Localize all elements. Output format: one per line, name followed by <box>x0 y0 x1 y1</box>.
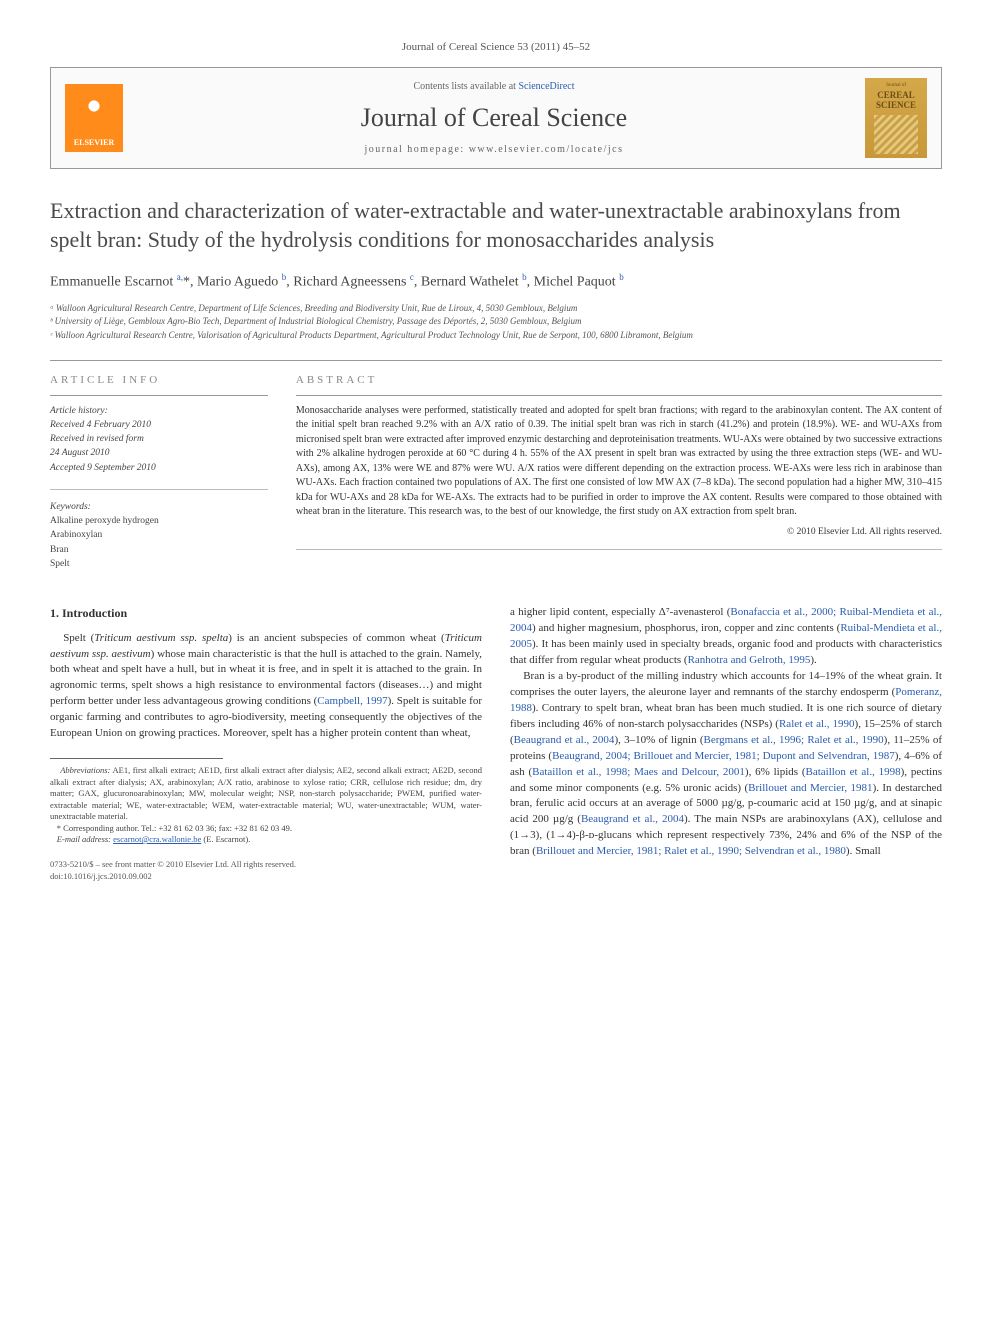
cover-image-icon <box>874 115 918 154</box>
abbrev-label: Abbreviations: <box>60 765 110 775</box>
journal-reference: Journal of Cereal Science 53 (2011) 45–5… <box>50 40 942 55</box>
body-text: ) is an ancient subspecies of common whe… <box>228 632 444 644</box>
citation-link[interactable]: Brillouet and Mercier, 1981 <box>748 782 872 794</box>
homepage-url[interactable]: www.elsevier.com/locate/jcs <box>469 144 624 155</box>
citation-link[interactable]: Ranhotra and Gelroth, 1995 <box>688 654 811 666</box>
history-line: Received 4 February 2010 <box>50 418 268 432</box>
bottom-meta-block: 0733-5210/$ – see front matter © 2010 El… <box>50 859 482 881</box>
body-paragraph: a higher lipid content, especially Δ⁷-av… <box>510 605 942 669</box>
citation-link[interactable]: Campbell, 1997 <box>317 695 387 707</box>
authors-line: Emmanuelle Escarnot a,*, Mario Aguedo b,… <box>50 271 942 292</box>
corresponding-author-footnote: * Corresponding author. Tel.: +32 81 62 … <box>50 823 482 834</box>
article-info-column: ARTICLE INFO Article history: Received 4… <box>50 361 282 583</box>
body-column-right: a higher lipid content, especially Δ⁷-av… <box>510 605 942 881</box>
species-name: Triticum aestivum ssp. spelta <box>94 632 228 644</box>
body-text: ), 6% lipids ( <box>745 766 806 778</box>
journal-cover-thumbnail: Journal of CEREAL SCIENCE <box>865 78 927 158</box>
citation-link[interactable]: Brillouet and Mercier, 1981; Ralet et al… <box>536 845 846 857</box>
sciencedirect-link[interactable]: ScienceDirect <box>518 81 574 92</box>
abstract-heading: ABSTRACT <box>296 373 942 395</box>
affiliation-line: ᵃ Walloon Agricultural Research Centre, … <box>50 302 942 316</box>
body-text: Spelt ( <box>63 632 94 644</box>
keywords-block: Keywords: Alkaline peroxyde hydrogen Ara… <box>50 500 268 571</box>
history-line: Accepted 9 September 2010 <box>50 461 268 475</box>
body-text: a higher lipid content, especially Δ⁷-av… <box>510 606 730 618</box>
keyword: Spelt <box>50 557 268 571</box>
journal-homepage-line: journal homepage: www.elsevier.com/locat… <box>137 143 851 157</box>
keyword: Alkaline peroxyde hydrogen <box>50 514 268 528</box>
body-paragraph: Spelt (Triticum aestivum ssp. spelta) is… <box>50 631 482 743</box>
body-text: Bran is a by-product of the milling indu… <box>510 670 942 698</box>
cover-label: Journal of <box>886 82 906 89</box>
elsevier-logo: ELSEVIER <box>65 84 123 152</box>
affiliation-line: ᵇ University of Liège, Gembloux Agro-Bio… <box>50 315 942 329</box>
body-text: ), 3–10% of lignin ( <box>614 734 703 746</box>
affiliation-line: ᶜ Walloon Agricultural Research Centre, … <box>50 329 942 343</box>
history-label: Article history: <box>50 404 268 418</box>
body-column-left: 1. Introduction Spelt (Triticum aestivum… <box>50 605 482 881</box>
contents-lists-line: Contents lists available at ScienceDirec… <box>137 80 851 94</box>
footnote-separator <box>50 758 223 759</box>
journal-header-box: ELSEVIER Contents lists available at Sci… <box>50 67 942 169</box>
citation-link[interactable]: Beaugrand et al., 2004 <box>514 734 615 746</box>
elsevier-label: ELSEVIER <box>74 137 114 148</box>
keywords-label: Keywords: <box>50 500 268 514</box>
citation-link[interactable]: Beaugrand, 2004; Brillouet and Mercier, … <box>552 750 895 762</box>
body-text: ) and higher magnesium, phosphorus, iron… <box>532 622 840 634</box>
article-history-block: Article history: Received 4 February 201… <box>50 404 268 475</box>
citation-link[interactable]: Bataillon et al., 1998; Maes and Delcour… <box>532 766 745 778</box>
citation-link[interactable]: Bergmans et al., 1996; Ralet et al., 199… <box>704 734 884 746</box>
history-line: 24 August 2010 <box>50 446 268 460</box>
doi-line: doi:10.1016/j.jcs.2010.09.002 <box>50 871 482 882</box>
journal-title: Journal of Cereal Science <box>137 100 851 136</box>
abstract-text: Monosaccharide analyses were performed, … <box>296 404 942 520</box>
history-line: Received in revised form <box>50 432 268 446</box>
body-two-columns: 1. Introduction Spelt (Triticum aestivum… <box>50 605 942 881</box>
keyword: Bran <box>50 543 268 557</box>
footnotes-block: Abbreviations: AE1, first alkali extract… <box>50 765 482 845</box>
abbreviations-footnote: Abbreviations: AE1, first alkali extract… <box>50 765 482 822</box>
citation-link[interactable]: Ralet et al., 1990 <box>779 718 855 730</box>
email-suffix: (E. Escarnot). <box>201 834 250 844</box>
email-label: E-mail address: <box>57 834 113 844</box>
affiliations-block: ᵃ Walloon Agricultural Research Centre, … <box>50 302 942 343</box>
contents-prefix: Contents lists available at <box>413 81 518 92</box>
article-info-row: ARTICLE INFO Article history: Received 4… <box>50 360 942 583</box>
keyword: Arabinoxylan <box>50 528 268 542</box>
citation-link[interactable]: Bataillon et al., 1998 <box>806 766 901 778</box>
section-heading-introduction: 1. Introduction <box>50 605 482 622</box>
article-title: Extraction and characterization of water… <box>50 197 942 254</box>
abstract-column: ABSTRACT Monosaccharide analyses were pe… <box>282 361 942 583</box>
body-text: ). <box>810 654 816 666</box>
cover-title: CEREAL SCIENCE <box>869 91 923 111</box>
article-info-heading: ARTICLE INFO <box>50 373 268 395</box>
body-paragraph: Bran is a by-product of the milling indu… <box>510 669 942 860</box>
email-footnote: E-mail address: escarnot@cra.wallonie.be… <box>50 834 482 845</box>
homepage-prefix: journal homepage: <box>364 144 468 155</box>
header-center: Contents lists available at ScienceDirec… <box>137 80 851 156</box>
abbrev-text: AE1, first alkali extract; AE1D, first a… <box>50 765 482 821</box>
citation-link[interactable]: Beaugrand et al., 2004 <box>581 813 684 825</box>
divider <box>296 549 942 550</box>
abstract-copyright: © 2010 Elsevier Ltd. All rights reserved… <box>296 526 942 539</box>
corresponding-email-link[interactable]: escarnot@cra.wallonie.be <box>113 834 201 844</box>
body-text: ). Small <box>846 845 881 857</box>
issn-line: 0733-5210/$ – see front matter © 2010 El… <box>50 859 482 870</box>
divider <box>50 489 268 490</box>
